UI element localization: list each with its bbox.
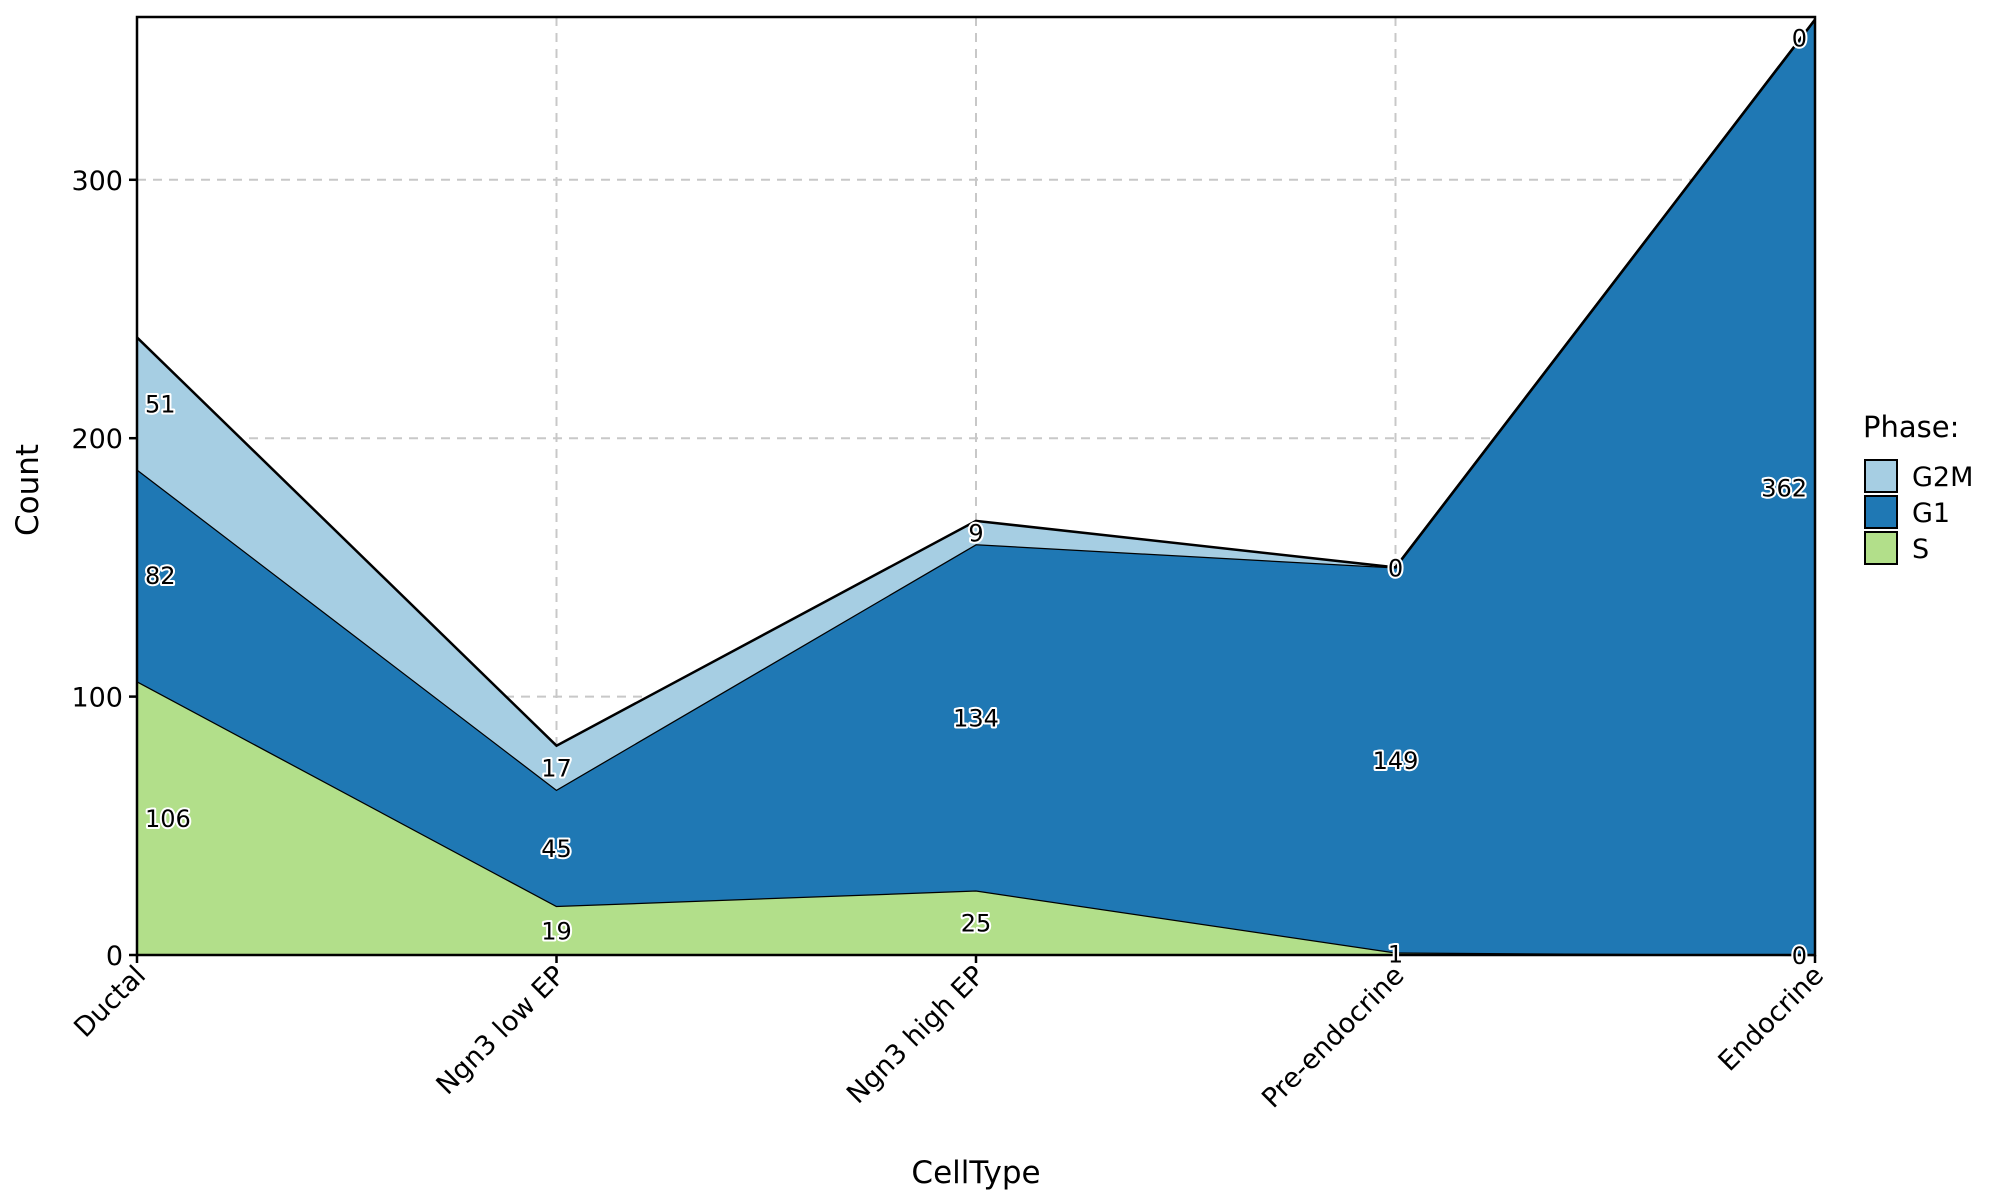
data-label: 9 bbox=[968, 520, 983, 548]
data-label: 51 bbox=[145, 390, 176, 418]
x-axis-title: CellType bbox=[911, 1155, 1040, 1191]
y-axis-title: Count bbox=[10, 444, 46, 536]
data-label: 0 bbox=[1388, 554, 1403, 582]
legend: Phase: G2M G1 S bbox=[1863, 410, 1973, 565]
data-label: 149 bbox=[1373, 747, 1419, 775]
data-label: 0 bbox=[1792, 25, 1807, 53]
legend-swatch-s bbox=[1864, 531, 1898, 565]
data-label: 25 bbox=[961, 910, 992, 938]
legend-swatch-g1 bbox=[1864, 495, 1898, 529]
area-s bbox=[137, 681, 1815, 955]
data-label: 17 bbox=[541, 755, 572, 783]
legend-label-g1: G1 bbox=[1912, 498, 1950, 529]
x-tick-label: Ngn3 high EP bbox=[841, 960, 991, 1110]
data-label: 19 bbox=[541, 917, 572, 945]
area-g1 bbox=[137, 19, 1815, 955]
data-label: 362 bbox=[1761, 474, 1807, 502]
data-label: 82 bbox=[145, 562, 176, 590]
legend-label-g2m: G2M bbox=[1912, 462, 1973, 493]
y-tick-label: 300 bbox=[71, 166, 123, 197]
x-tick-label: Pre-endocrine bbox=[1256, 960, 1410, 1114]
y-tick-label: 0 bbox=[106, 941, 123, 972]
x-tick-label: Endocrine bbox=[1713, 960, 1830, 1077]
area-series bbox=[136, 18, 1816, 957]
legend-swatch-g2m bbox=[1864, 459, 1898, 493]
x-tick-label: Ngn3 low EP bbox=[431, 960, 572, 1101]
data-label: 134 bbox=[953, 704, 999, 732]
data-label: 106 bbox=[145, 805, 191, 833]
data-labels: 106 19 25 1 0 82 45 134 149 362 51 17 9 0 0 bbox=[143, 23, 1809, 972]
data-label: 0 bbox=[1792, 942, 1807, 970]
y-tick-label: 100 bbox=[71, 683, 123, 714]
data-label: 45 bbox=[541, 835, 572, 863]
y-tick-label: 200 bbox=[71, 424, 123, 455]
legend-label-s: S bbox=[1912, 534, 1929, 565]
legend-title: Phase: bbox=[1863, 410, 1959, 444]
x-tick-label: Ductal bbox=[68, 960, 152, 1044]
data-label: 1 bbox=[1388, 941, 1403, 969]
area-boundary-g2m bbox=[136, 18, 1816, 748]
